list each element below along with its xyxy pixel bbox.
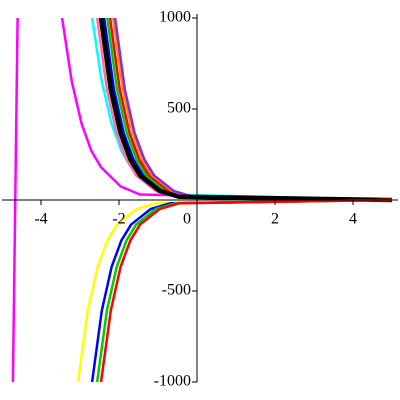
x-tick-label: -4	[34, 211, 47, 228]
y-tick-label: 1000	[159, 9, 191, 26]
curve	[113, 18, 393, 202]
x-tick-label: 2	[271, 211, 279, 228]
curves	[11, 18, 393, 382]
x-tick-label: 4	[349, 211, 357, 228]
curve	[98, 18, 393, 203]
curve	[60, 18, 393, 202]
curve	[111, 18, 393, 202]
x-tick-label: 0	[183, 211, 191, 228]
curve	[95, 198, 393, 382]
y-tick-label: -500	[162, 282, 191, 299]
x-tick-label: -2	[112, 211, 125, 228]
y-tick-label: -1000	[154, 373, 191, 390]
curve	[99, 198, 393, 382]
curve	[90, 198, 393, 382]
curve	[76, 198, 393, 382]
y-tick-label: 500	[167, 100, 191, 117]
